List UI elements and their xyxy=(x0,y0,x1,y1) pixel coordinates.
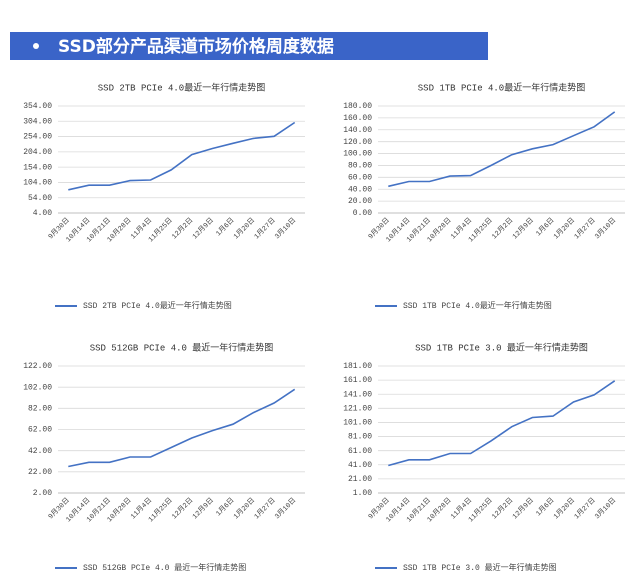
chart-title: SSD 512GB PCIe 4.0 最近一年行情走势图 xyxy=(90,341,274,353)
y-tick-label: 54.00 xyxy=(28,194,52,203)
x-tick-label: 12月2日 xyxy=(170,496,195,521)
x-tick-label: 12月2日 xyxy=(170,216,195,241)
legend-label: SSD 2TB PCIe 4.0最近一年行情走势图 xyxy=(83,300,232,311)
x-tick-label: 3月10日 xyxy=(593,496,618,521)
chart-title: SSD 2TB PCIe 4.0最近一年行情走势图 xyxy=(98,81,265,93)
y-tick-label: 102.00 xyxy=(23,383,52,392)
y-tick-label: 61.00 xyxy=(348,447,372,456)
legend-label: SSD 512GB PCIe 4.0 最近一年行情走势图 xyxy=(83,562,246,573)
header-bar xyxy=(10,32,488,60)
x-tick-label: 3月10日 xyxy=(273,216,298,241)
y-tick-label: 1.00 xyxy=(353,489,372,498)
line-series xyxy=(388,380,616,467)
y-tick-label: 154.00 xyxy=(23,163,52,172)
y-tick-label: 40.00 xyxy=(348,185,372,194)
y-tick-label: 140.00 xyxy=(343,126,372,135)
line-series xyxy=(68,121,296,191)
y-tick-label: 304.00 xyxy=(23,117,52,126)
chart-title: SSD 1TB PCIe 3.0 最近一年行情走势图 xyxy=(415,341,588,353)
y-tick-label: 160.00 xyxy=(343,114,372,123)
y-tick-label: 80.00 xyxy=(348,162,372,171)
line-series xyxy=(68,388,296,468)
legend-label: SSD 1TB PCIe 3.0 最近一年行情走势图 xyxy=(403,562,557,573)
y-tick-label: 254.00 xyxy=(23,133,52,142)
legend-label: SSD 1TB PCIe 4.0最近一年行情走势图 xyxy=(403,300,552,311)
y-tick-label: 20.00 xyxy=(348,197,372,206)
y-tick-label: 121.00 xyxy=(343,404,372,413)
y-tick-label: 161.00 xyxy=(343,376,372,385)
x-tick-label: 12月9日 xyxy=(191,496,216,521)
y-tick-label: 141.00 xyxy=(343,390,372,399)
y-tick-label: 81.00 xyxy=(348,433,372,442)
x-tick-label: 3月10日 xyxy=(593,216,618,241)
y-tick-label: 104.00 xyxy=(23,179,52,188)
y-tick-label: 354.00 xyxy=(23,102,52,111)
line-series xyxy=(388,111,616,188)
header-title: SSD部分产品渠道市场价格周度数据 xyxy=(58,36,334,57)
y-tick-label: 42.00 xyxy=(28,447,52,456)
y-tick-label: 60.00 xyxy=(348,173,372,182)
y-tick-label: 41.00 xyxy=(348,461,372,470)
x-tick-label: 12月9日 xyxy=(191,216,216,241)
y-tick-label: 100.00 xyxy=(343,150,372,159)
y-tick-label: 22.00 xyxy=(28,468,52,477)
y-tick-label: 122.00 xyxy=(23,362,52,371)
x-tick-label: 1月27日 xyxy=(572,216,597,241)
y-tick-label: 4.00 xyxy=(33,209,52,218)
y-tick-label: 82.00 xyxy=(28,404,52,413)
x-tick-label: 12月2日 xyxy=(490,496,515,521)
y-tick-label: 120.00 xyxy=(343,138,372,147)
x-tick-label: 1月27日 xyxy=(572,496,597,521)
x-tick-label: 1月20日 xyxy=(232,216,257,241)
y-tick-label: 2.00 xyxy=(33,489,52,498)
y-tick-label: 101.00 xyxy=(343,419,372,428)
x-tick-label: 1月20日 xyxy=(552,496,577,521)
y-tick-label: 180.00 xyxy=(343,102,372,111)
y-tick-label: 62.00 xyxy=(28,426,52,435)
x-tick-label: 1月20日 xyxy=(552,216,577,241)
x-tick-label: 1月20日 xyxy=(232,496,257,521)
y-tick-label: 204.00 xyxy=(23,148,52,157)
x-tick-label: 12月2日 xyxy=(490,216,515,241)
x-tick-label: 12月9日 xyxy=(511,216,536,241)
bullet xyxy=(33,43,39,49)
y-tick-label: 0.00 xyxy=(353,209,372,218)
x-tick-label: 3月10日 xyxy=(273,496,298,521)
x-tick-label: 1月27日 xyxy=(252,216,277,241)
x-tick-label: 1月27日 xyxy=(252,496,277,521)
y-tick-label: 181.00 xyxy=(343,362,372,371)
x-tick-label: 12月9日 xyxy=(511,496,536,521)
y-tick-label: 21.00 xyxy=(348,475,372,484)
chart-title: SSD 1TB PCIe 4.0最近一年行情走势图 xyxy=(418,81,585,93)
